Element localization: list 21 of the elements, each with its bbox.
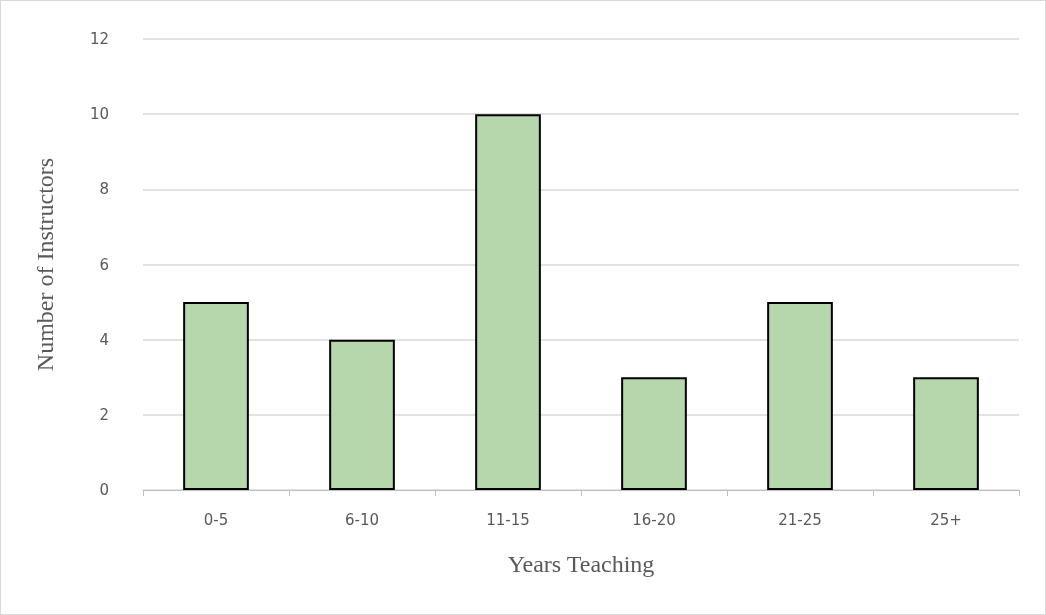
bar	[329, 339, 395, 490]
y-tick-label: 6	[99, 255, 109, 274]
y-tick-label: 2	[99, 405, 109, 424]
y-tick-label: 8	[99, 180, 109, 199]
bar	[767, 302, 833, 490]
y-tick-label: 0	[99, 481, 109, 499]
y-tick-label: 10	[89, 105, 109, 124]
y-axis-title: Number of Instructors	[32, 157, 58, 372]
y-tick-label: 12	[89, 30, 109, 48]
bar	[475, 114, 541, 490]
x-tick-label: 25+	[930, 510, 962, 529]
bar	[621, 377, 687, 490]
x-axis-title: Years Teaching	[507, 551, 655, 577]
bar	[183, 302, 249, 490]
x-tick-label: 16-20	[632, 510, 676, 529]
y-tick-label: 4	[99, 330, 109, 349]
x-tick-label: 0-5	[203, 510, 229, 529]
x-tick-label: 6-10	[344, 510, 380, 529]
x-tick-label: 21-25	[778, 510, 822, 529]
x-tick-label: 11-15	[486, 510, 530, 529]
bar	[913, 377, 979, 490]
